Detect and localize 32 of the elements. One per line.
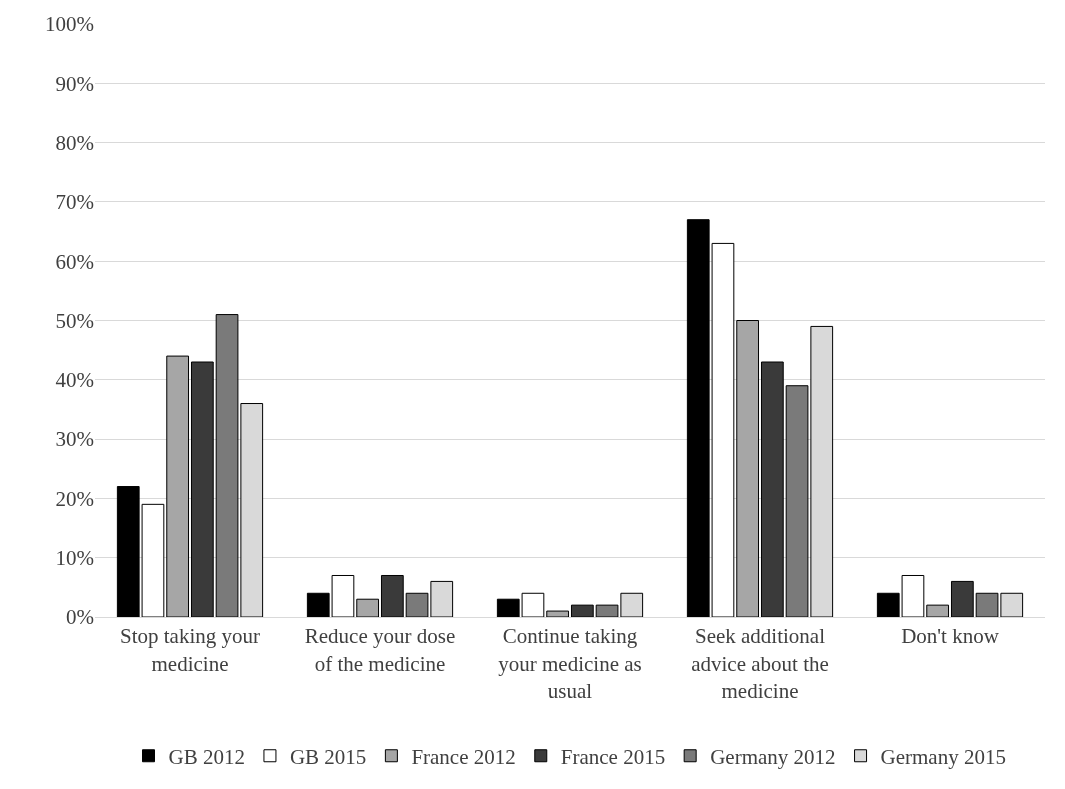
x-tick-label: Don't know (901, 624, 1000, 649)
bar (950, 580, 974, 617)
bar (926, 604, 950, 617)
bar (760, 361, 784, 617)
bar (190, 361, 214, 617)
bar (570, 604, 594, 617)
y-tick-label: 70% (55, 190, 94, 215)
legend-label: GB 2015 (289, 744, 367, 769)
bar (166, 355, 190, 617)
y-tick-label: 80% (55, 130, 94, 155)
y-tick-label: 90% (55, 71, 94, 96)
y-tick-label: 20% (55, 486, 94, 511)
x-tick-label: Reduce your dose of the medicine (304, 624, 456, 676)
legend-label: France 2015 (560, 744, 666, 769)
bar (380, 574, 404, 617)
y-tick-label: 40% (55, 368, 94, 393)
x-tick-label: Stop taking your medicine (120, 624, 260, 676)
x-tick-label: Continue taking your medicine as usual (498, 624, 642, 703)
x-tick-label: Seek additional advice about the medicine (691, 624, 829, 703)
legend-label: GB 2012 (168, 744, 245, 769)
legend-label: Germany 2012 (710, 744, 836, 769)
y-tick-label: 30% (55, 427, 94, 452)
bar (356, 598, 380, 617)
bar (736, 320, 760, 617)
bar (546, 610, 570, 617)
legend-label: Germany 2015 (880, 744, 1006, 769)
y-tick-label: 0% (66, 605, 94, 630)
legend-label: France 2012 (411, 744, 516, 769)
y-tick-label: 50% (55, 308, 94, 333)
y-tick-label: 60% (55, 249, 94, 274)
y-tick-label: 10% (55, 546, 94, 571)
y-tick-label: 100% (45, 12, 94, 37)
